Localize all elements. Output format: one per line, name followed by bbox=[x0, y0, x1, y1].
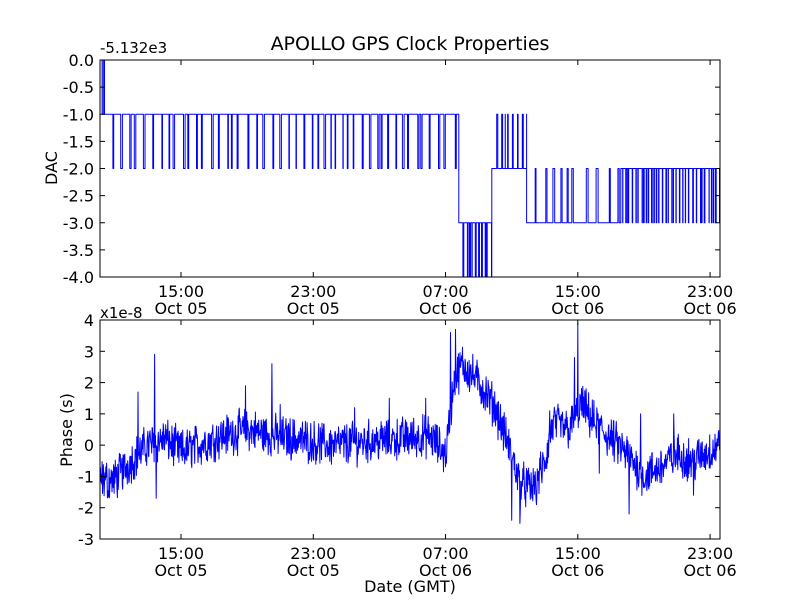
dac-xtick-time-label: 23:00 bbox=[290, 282, 336, 301]
phase-xtick-time-label: 15:00 bbox=[555, 544, 601, 563]
dac-ylabel: DAC bbox=[42, 151, 61, 185]
phase-ytick-label: 4 bbox=[84, 311, 94, 330]
phase-xlabel: Date (GMT) bbox=[364, 577, 456, 596]
dac-ytick-label: -1.5 bbox=[63, 132, 94, 151]
dac-ytick-label: 0.0 bbox=[69, 51, 94, 70]
phase-series-line bbox=[100, 322, 720, 524]
phase-axes-frame bbox=[99, 319, 721, 540]
dac-ytick-label: -0.5 bbox=[63, 78, 94, 97]
dac-xtick-date-label: Oct 05 bbox=[287, 299, 340, 318]
dac-ytick-label: -2.0 bbox=[63, 160, 94, 179]
phase-ytick-label: -2 bbox=[78, 499, 94, 518]
phase-panel: x1e-8 Phase (s) Date (GMT) 4 3 2 1 0 -1 -2 -3 15… bbox=[57, 304, 737, 596]
phase-ytick-label: 1 bbox=[84, 405, 94, 424]
phase-ytick-label: -3 bbox=[78, 530, 94, 549]
dac-ytick-label: -1.0 bbox=[63, 105, 94, 124]
phase-ylabel: Phase (s) bbox=[57, 393, 76, 467]
dac-panel: -5.132e3 DAC 0.0 -0.5 -1.0 -1.5 -2.0 -2.5 -3.0… bbox=[42, 39, 737, 318]
phase-xtick-date-label: Oct 05 bbox=[287, 561, 340, 580]
phase-xtick-time-label: 23:00 bbox=[290, 544, 336, 563]
phase-xtick-date-label: Oct 06 bbox=[684, 561, 737, 580]
dac-xtick-time-label: 07:00 bbox=[422, 282, 468, 301]
phase-xtick-time-label: 23:00 bbox=[687, 544, 733, 563]
phase-xtick-date-label: Oct 06 bbox=[551, 561, 604, 580]
dac-plot-area: 0.0 -0.5 -1.0 -1.5 -2.0 -2.5 -3.0 -3.5 -4.0 15:00… bbox=[63, 51, 737, 318]
phase-ytick-label: 0 bbox=[84, 436, 94, 455]
dac-offset-text: -5.132e3 bbox=[100, 39, 167, 57]
dac-ytick-label: -2.5 bbox=[63, 187, 94, 206]
phase-xtick-date-label: Oct 06 bbox=[419, 561, 472, 580]
phase-offset-text: x1e-8 bbox=[100, 304, 143, 322]
dac-xtick-date-label: Oct 06 bbox=[684, 299, 737, 318]
dac-xtick-date-label: Oct 06 bbox=[419, 299, 472, 318]
phase-xtick-time-label: 07:00 bbox=[422, 544, 468, 563]
phase-xtick-date-label: Oct 05 bbox=[154, 561, 207, 580]
dac-xtick-date-label: Oct 06 bbox=[551, 299, 604, 318]
phase-xtick-time-label: 15:00 bbox=[158, 544, 204, 563]
dac-ytick-label: -3.5 bbox=[63, 241, 94, 260]
phase-ytick-label: -1 bbox=[78, 467, 94, 486]
dac-xtick-time-label: 23:00 bbox=[687, 282, 733, 301]
phase-ytick-label: 3 bbox=[84, 342, 94, 361]
dac-xtick-time-label: 15:00 bbox=[555, 282, 601, 301]
dac-series-line bbox=[100, 60, 720, 277]
dac-ytick-label: -3.0 bbox=[63, 214, 94, 233]
phase-ytick-label: 2 bbox=[84, 374, 94, 393]
dac-xtick-date-label: Oct 05 bbox=[154, 299, 207, 318]
dac-xtick-time-label: 15:00 bbox=[158, 282, 204, 301]
dac-ytick-label: -4.0 bbox=[63, 268, 94, 287]
chart-title: APOLLO GPS Clock Properties bbox=[271, 33, 550, 55]
